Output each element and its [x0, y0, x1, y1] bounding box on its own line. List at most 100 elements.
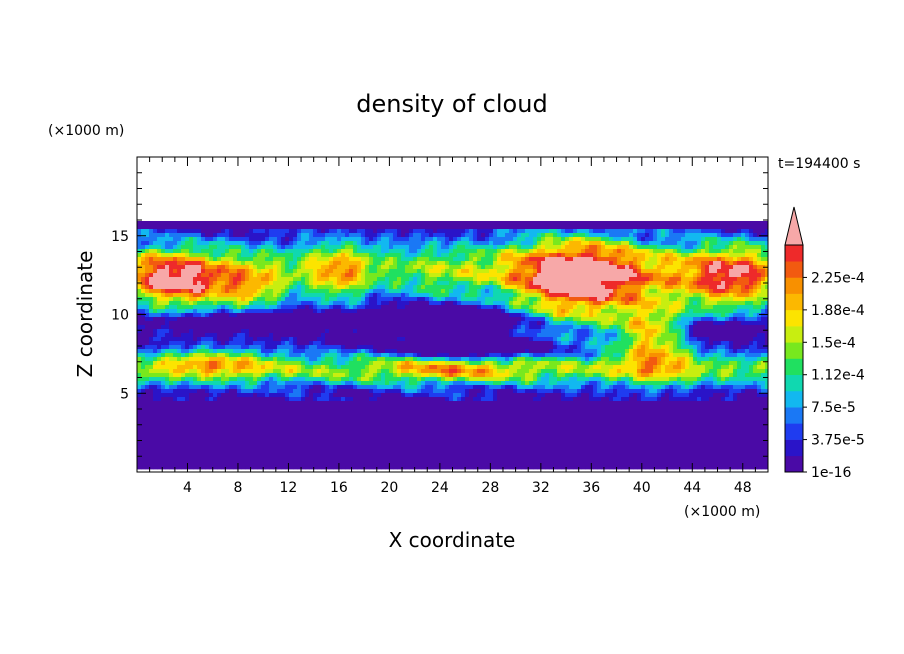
field-cell: [369, 285, 374, 290]
field-cell: [173, 333, 178, 338]
field-cell: [221, 329, 226, 334]
field-cell: [637, 253, 642, 258]
field-cell: [729, 333, 734, 338]
field-cell: [473, 249, 478, 254]
field-cell: [657, 249, 662, 254]
field-cell: [385, 265, 390, 270]
field-cell: [377, 325, 382, 330]
field-cell: [197, 269, 202, 274]
field-cell: [473, 317, 478, 322]
field-cell: [549, 293, 554, 298]
field-cell: [309, 221, 314, 226]
field-cell: [673, 297, 678, 302]
field-cell: [697, 289, 702, 294]
field-cell: [669, 281, 674, 286]
field-cell: [637, 309, 642, 314]
field-cell: [689, 325, 694, 330]
field-cell: [701, 341, 706, 346]
field-cell: [477, 337, 482, 342]
field-cell: [329, 341, 334, 346]
field-cell: [313, 241, 318, 246]
field-cell: [525, 301, 530, 306]
field-cell: [169, 329, 174, 334]
field-cell: [361, 313, 366, 318]
field-cell: [653, 269, 658, 274]
field-cell: [501, 241, 506, 246]
field-cell: [281, 265, 286, 270]
field-cell: [361, 293, 366, 298]
field-cell: [309, 237, 314, 242]
field-cell: [661, 225, 666, 230]
field-cell: [357, 257, 362, 262]
field-cell: [241, 329, 246, 334]
field-cell: [145, 257, 150, 262]
field-cell: [681, 233, 686, 238]
field-cell: [633, 241, 638, 246]
field-cell: [165, 345, 170, 350]
field-cell: [221, 285, 226, 290]
field-cell: [689, 285, 694, 290]
field-cell: [501, 281, 506, 286]
field-cell: [321, 269, 326, 274]
field-cell: [153, 289, 158, 294]
field-cell: [621, 333, 626, 338]
field-cell: [745, 301, 750, 306]
field-cell: [185, 221, 190, 226]
field-cell: [465, 293, 470, 298]
field-cell: [533, 233, 538, 238]
field-cell: [737, 269, 742, 274]
field-cell: [589, 269, 594, 274]
field-cell: [453, 253, 458, 258]
field-cell: [721, 329, 726, 334]
field-cell: [221, 325, 226, 330]
field-cell: [641, 241, 646, 246]
field-cell: [661, 317, 666, 322]
field-cell: [201, 325, 206, 330]
field-cell: [529, 265, 534, 270]
field-cell: [345, 277, 350, 282]
field-cell: [413, 321, 418, 326]
field-cell: [669, 293, 674, 298]
field-cell: [541, 321, 546, 326]
field-cell: [701, 277, 706, 282]
field-cell: [337, 333, 342, 338]
field-cell: [745, 317, 750, 322]
field-cell: [153, 229, 158, 234]
field-cell: [445, 269, 450, 274]
field-cell: [501, 221, 506, 226]
field-cell: [685, 273, 690, 278]
field-cell: [517, 229, 522, 234]
field-cell: [737, 229, 742, 234]
field-cell: [409, 245, 414, 250]
field-cell: [317, 345, 322, 350]
field-cell: [697, 325, 702, 330]
field-cell: [349, 325, 354, 330]
field-cell: [585, 289, 590, 294]
field-cell: [169, 221, 174, 226]
field-cell: [345, 337, 350, 342]
field-cell: [197, 285, 202, 290]
field-cell: [729, 293, 734, 298]
field-cell: [641, 289, 646, 294]
field-cell: [345, 305, 350, 310]
field-cell: [477, 333, 482, 338]
field-cell: [297, 277, 302, 282]
field-cell: [737, 237, 742, 242]
field-cell: [329, 245, 334, 250]
field-cell: [749, 237, 754, 242]
field-cell: [761, 237, 766, 242]
field-cell: [153, 265, 158, 270]
field-cell: [137, 273, 142, 278]
field-cell: [313, 249, 318, 254]
field-cell: [141, 265, 146, 270]
field-cell: [685, 309, 690, 314]
field-cell: [249, 333, 254, 338]
field-cell: [417, 321, 422, 326]
field-cell: [237, 293, 242, 298]
field-cell: [469, 321, 474, 326]
field-cell: [405, 289, 410, 294]
field-cell: [265, 321, 270, 326]
field-cell: [409, 317, 414, 322]
field-cell: [613, 241, 618, 246]
field-cell: [441, 317, 446, 322]
